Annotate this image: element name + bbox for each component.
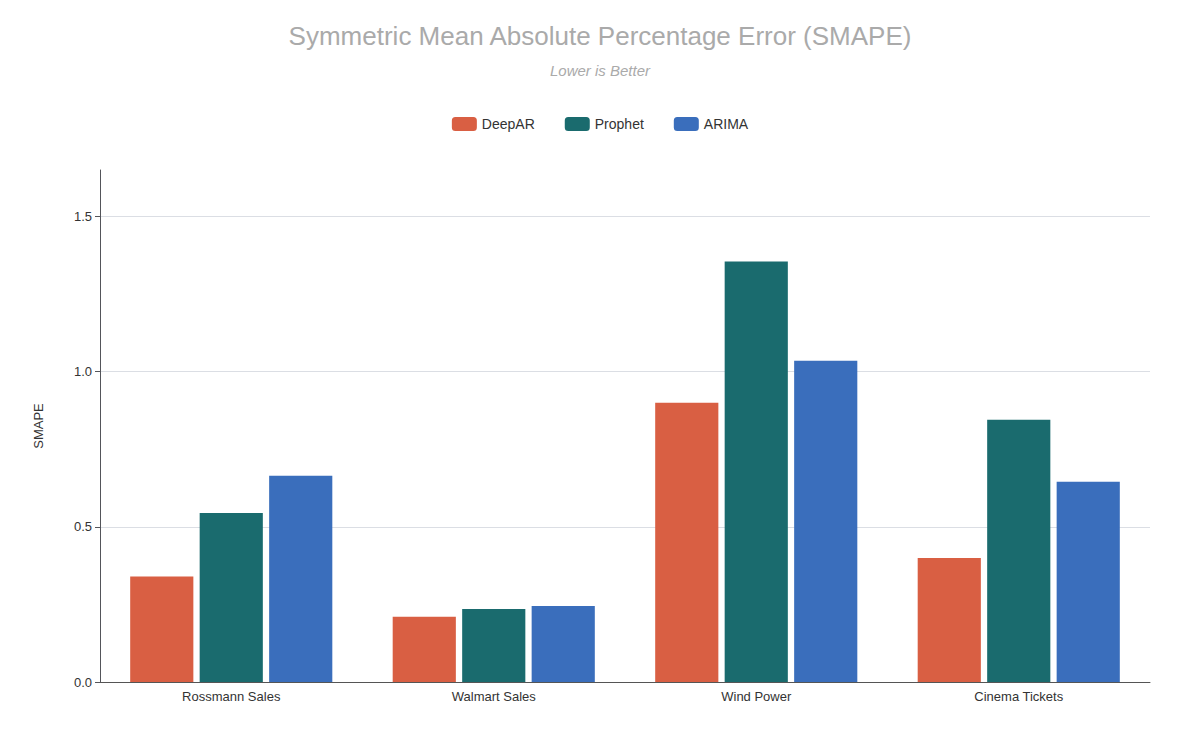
svg-text:Cinema Tickets: Cinema Tickets [974, 689, 1063, 704]
svg-text:Rossmann Sales: Rossmann Sales [182, 689, 281, 704]
svg-text:1.5: 1.5 [74, 209, 92, 224]
svg-text:Lower is Better: Lower is Better [550, 62, 651, 79]
svg-text:DeepAR: DeepAR [482, 116, 535, 132]
svg-text:Walmart Sales: Walmart Sales [452, 689, 537, 704]
svg-text:0.0: 0.0 [74, 675, 92, 690]
svg-text:0.5: 0.5 [74, 519, 92, 534]
svg-text:Wind Power: Wind Power [721, 689, 792, 704]
svg-text:Prophet: Prophet [595, 116, 644, 132]
svg-text:Symmetric Mean Absolute Percen: Symmetric Mean Absolute Percentage Error… [289, 21, 912, 51]
svg-text:ARIMA: ARIMA [704, 116, 749, 132]
svg-text:SMAPE: SMAPE [31, 403, 46, 449]
svg-text:1.0: 1.0 [74, 364, 92, 379]
